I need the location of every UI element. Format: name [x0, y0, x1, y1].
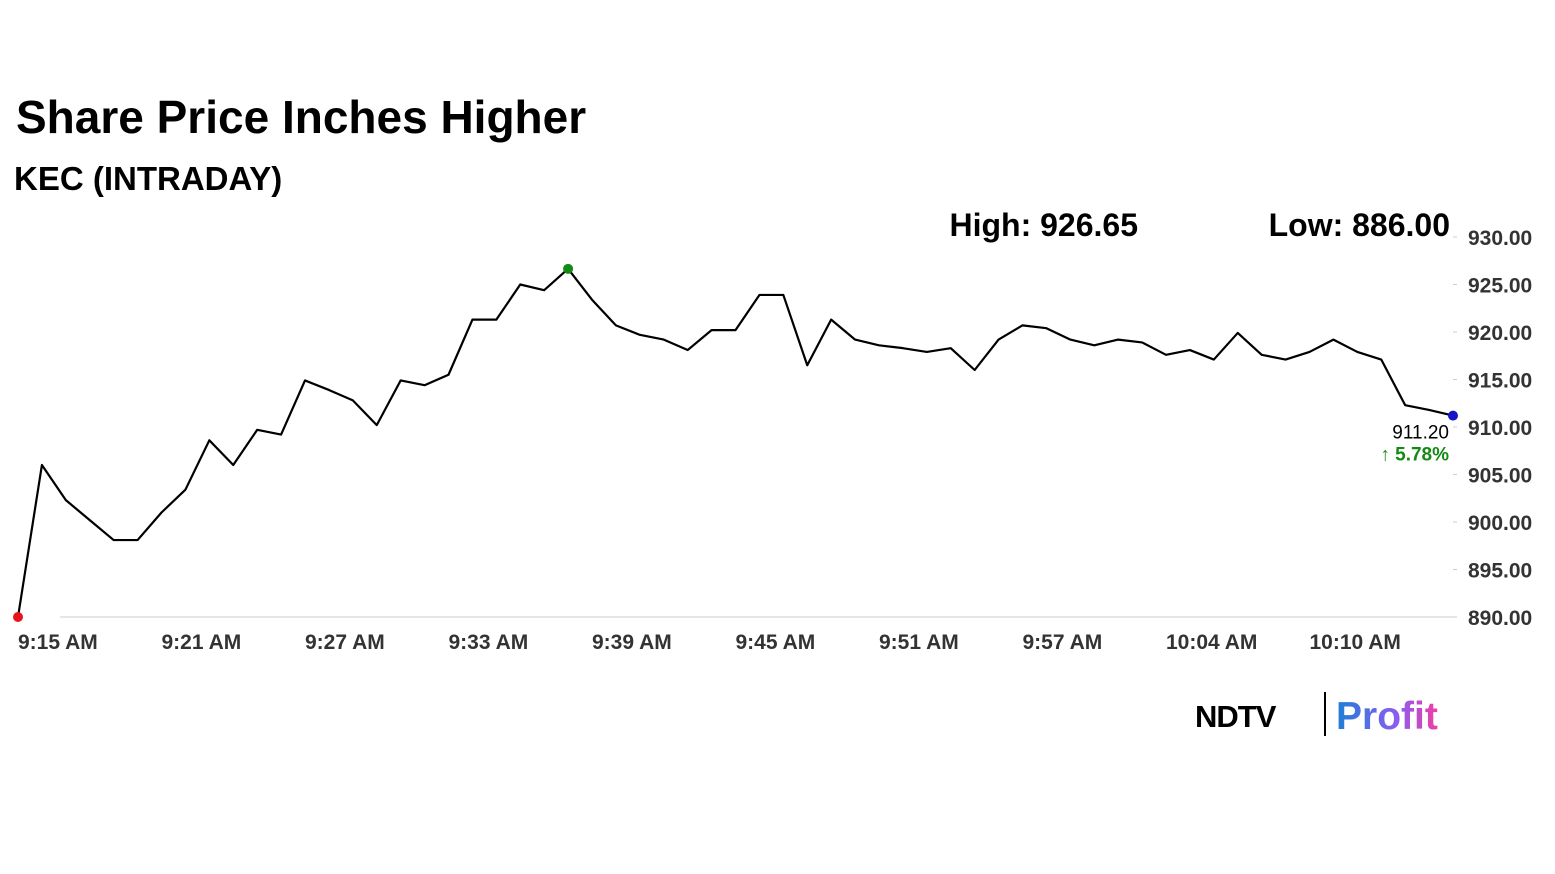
- y-tick-label: 920.00: [1468, 322, 1532, 345]
- marker-high: [563, 263, 574, 274]
- high-label: High: 926.65: [949, 207, 1138, 243]
- y-tick-label: 910.00: [1468, 417, 1532, 440]
- y-tick-label: 930.00: [1468, 227, 1532, 250]
- logo-brand: NDTV: [1195, 699, 1277, 734]
- change-label: ↑ 5.78%: [1380, 445, 1449, 466]
- logo-product: Profit: [1336, 695, 1438, 738]
- x-tick-label: 10:04 AM: [1166, 631, 1257, 654]
- y-tick-label: 900.00: [1468, 512, 1532, 535]
- x-tick-label: 9:21 AM: [162, 631, 242, 654]
- x-tick-label: 9:57 AM: [1023, 631, 1103, 654]
- price-line: [16, 267, 1454, 618]
- y-tick-label: 925.00: [1468, 275, 1532, 298]
- chart-subtitle: KEC (INTRADAY): [14, 160, 282, 197]
- y-tick-label: 915.00: [1468, 370, 1532, 393]
- y-tick-label: 890.00: [1468, 607, 1532, 630]
- y-tick-label: 895.00: [1468, 560, 1532, 583]
- last-price-label: 911.20: [1392, 423, 1449, 444]
- low-label: Low: 886.00: [1269, 207, 1450, 243]
- x-tick-label: 9:51 AM: [879, 631, 959, 654]
- x-tick-label: 9:15 AM: [18, 631, 98, 654]
- x-tick-label: 9:27 AM: [305, 631, 385, 654]
- marker-end: [1448, 410, 1458, 421]
- chart-title: Share Price Inches Higher: [16, 91, 586, 143]
- y-tick-label: 905.00: [1468, 465, 1532, 488]
- x-tick-label: 9:33 AM: [449, 631, 529, 654]
- x-tick-label: 9:45 AM: [736, 631, 816, 654]
- x-tick-label: 9:39 AM: [592, 631, 672, 654]
- x-tick-label: 10:10 AM: [1310, 631, 1401, 654]
- marker-start: [13, 612, 23, 622]
